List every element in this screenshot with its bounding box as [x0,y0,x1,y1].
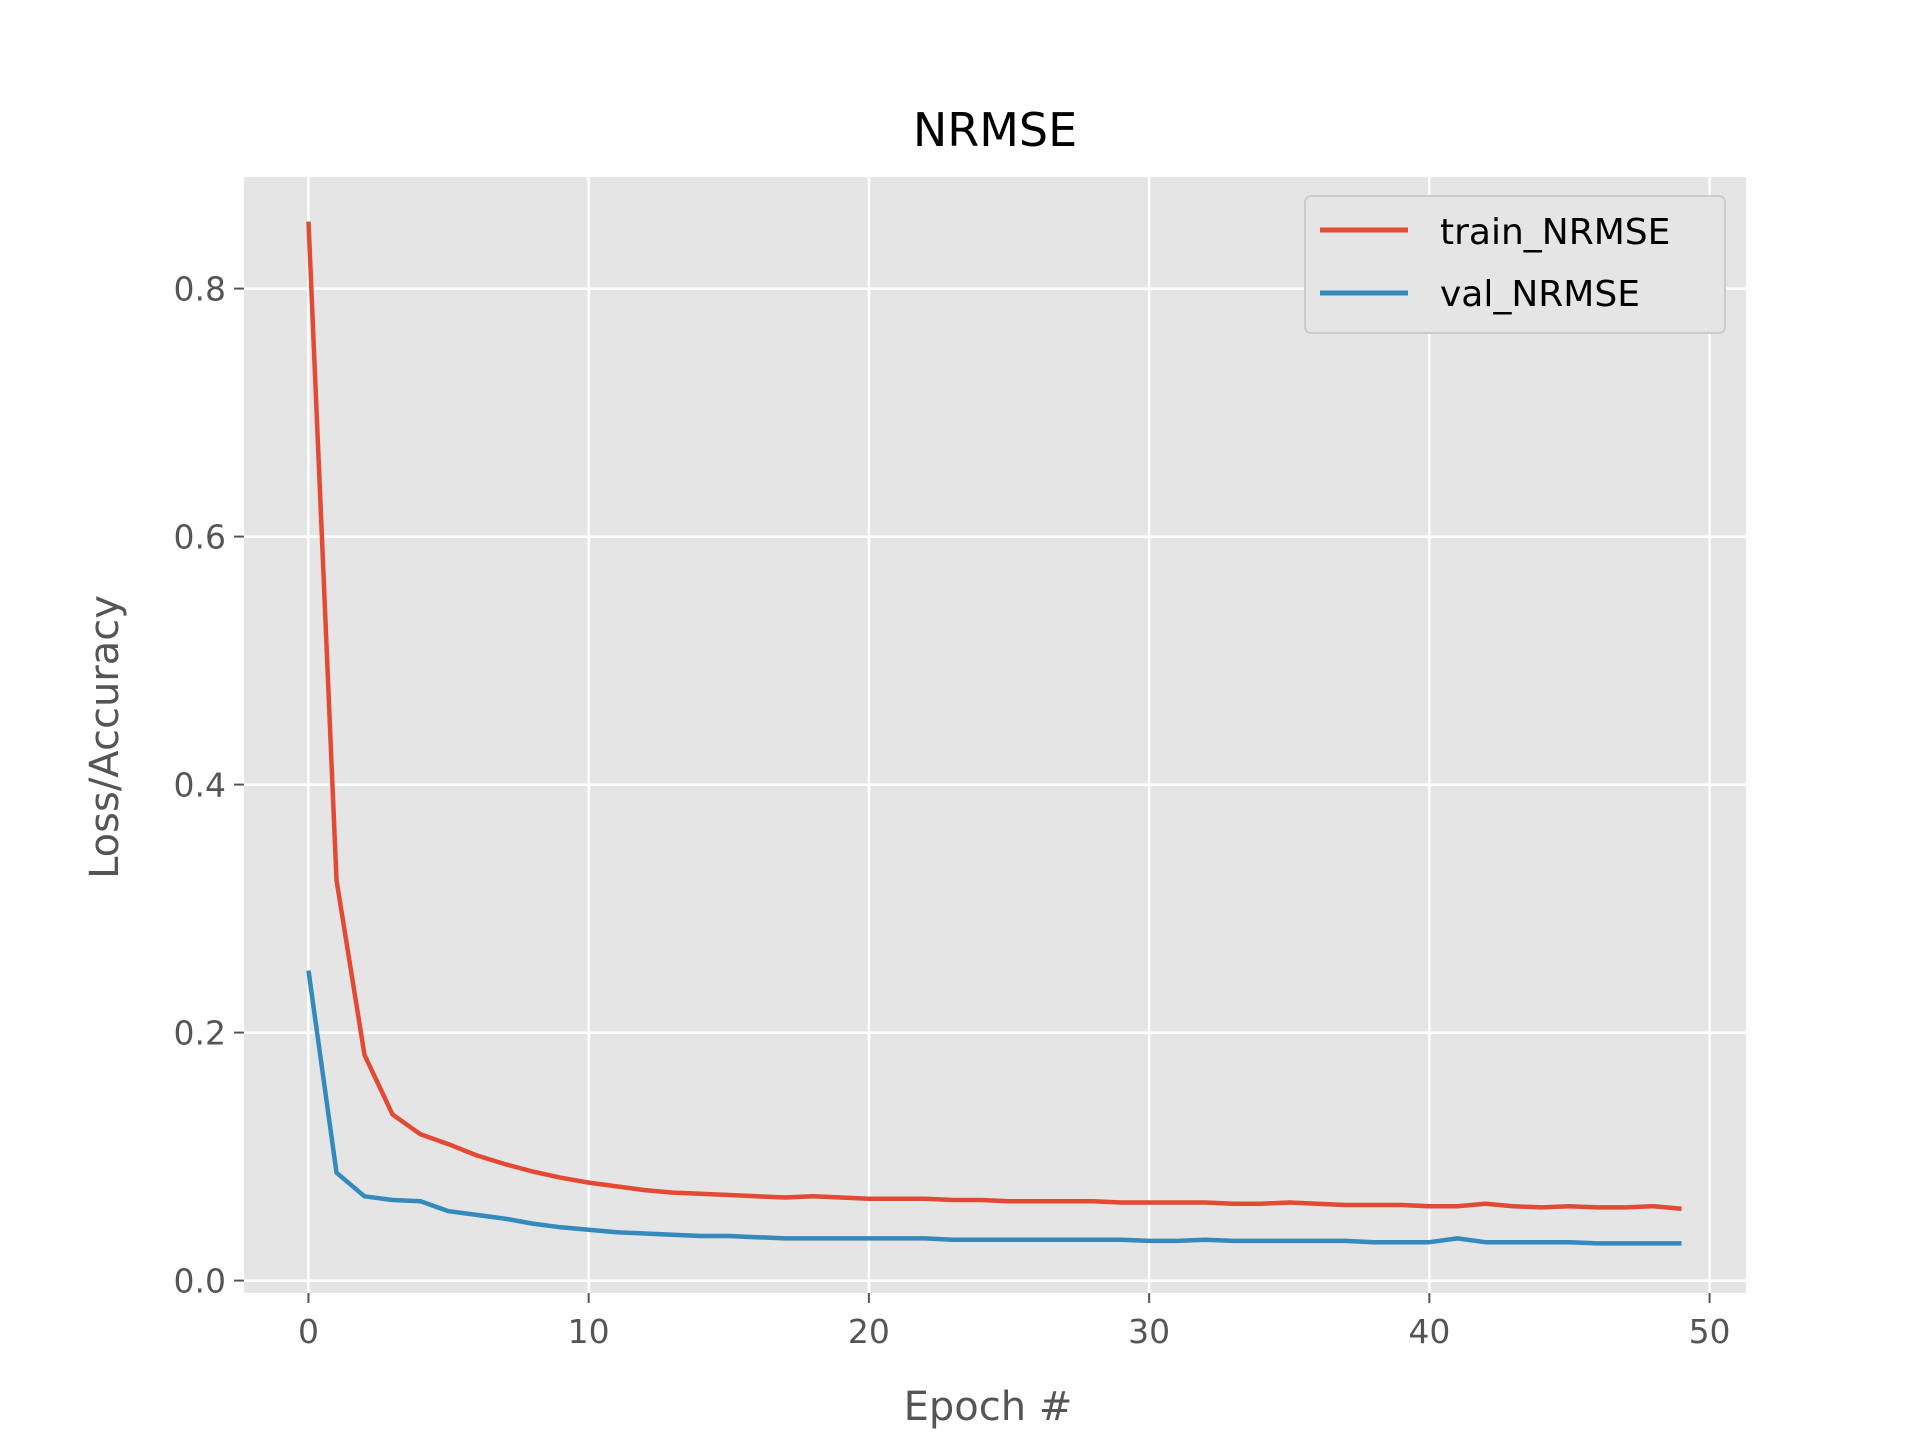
x-tick-label: 10 [568,1312,610,1351]
y-tick-label: 0.8 [174,270,226,309]
y-tick-label: 0.0 [174,1262,226,1301]
ticks: 0 10 20 30 40 50 0.0 0.2 0.4 0.6 0.8 [174,270,1731,1351]
x-tick-label: 30 [1128,1312,1170,1351]
y-tick-label: 0.6 [174,518,226,557]
series-layer [306,221,1682,1246]
legend-box [1304,195,1726,334]
y-axis-label: Loss/Accuracy [82,595,128,879]
chart-title: NRMSE [913,103,1077,157]
plot-area [244,177,1746,1293]
legend-label-val: val_NRMSE [1440,274,1640,315]
x-tick-label: 50 [1689,1312,1731,1351]
y-tick-label: 0.2 [174,1014,226,1053]
series-line-train_NRMSE [306,221,1682,1211]
legend-label-train: train_NRMSE [1440,212,1670,253]
series-line-val_NRMSE [306,970,1682,1246]
x-axis-label: Epoch # [904,1384,1073,1430]
x-tick-label: 20 [848,1312,890,1351]
legend: train_NRMSE val_NRMSE [1304,195,1726,334]
x-tick-label: 40 [1408,1312,1450,1351]
y-tick-label: 0.4 [174,766,226,805]
x-tick-label: 0 [298,1312,319,1351]
